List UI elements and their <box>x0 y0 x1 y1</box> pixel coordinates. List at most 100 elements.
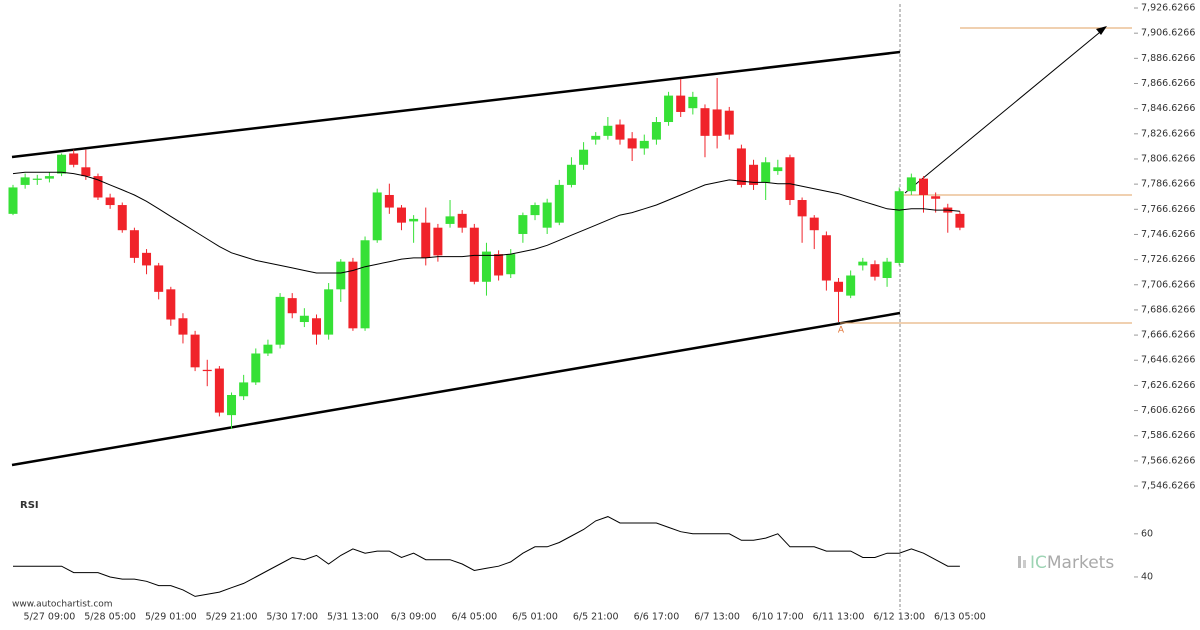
candle-body <box>287 298 297 314</box>
x-tick-label: 6/11 13:00 <box>813 612 865 623</box>
candle-body <box>566 164 576 185</box>
candle-body <box>651 122 661 140</box>
candle-body <box>785 157 795 201</box>
x-tick-label: 5/31 13:00 <box>327 612 379 623</box>
candle-body <box>736 148 746 185</box>
candle-body <box>688 96 698 109</box>
candle-body <box>700 108 710 136</box>
candle-body <box>797 200 807 217</box>
candle-body <box>457 213 467 228</box>
candle-body <box>384 194 394 208</box>
y-tick-label: 7,846.6266 <box>1141 103 1195 114</box>
y-tick-label: 7,746.6266 <box>1141 229 1195 240</box>
candle-body <box>20 177 30 185</box>
candle-body <box>809 217 819 231</box>
x-tick-label: 6/5 21:00 <box>573 612 619 623</box>
candle-body <box>591 135 601 140</box>
candle-body <box>8 187 18 214</box>
candle-body <box>299 315 309 323</box>
candle-body <box>93 176 103 198</box>
candle-body <box>263 344 273 354</box>
candle-body <box>906 177 916 192</box>
candle-body <box>506 254 516 275</box>
candle-body <box>639 140 649 149</box>
x-tick-label: 5/29 01:00 <box>145 612 197 623</box>
y-tick-label: 7,606.6266 <box>1141 405 1195 416</box>
candle-body <box>396 207 406 223</box>
candle-body <box>919 178 928 195</box>
x-tick-label: 6/4 05:00 <box>451 612 497 623</box>
candle-body <box>445 216 455 224</box>
x-tick-label: 6/3 09:00 <box>391 612 437 623</box>
candle-body <box>724 110 734 135</box>
candle-body <box>105 197 115 206</box>
y-tick-label: 7,646.6266 <box>1141 355 1195 366</box>
y-tick-label: 7,906.6266 <box>1141 28 1195 39</box>
candle-body <box>166 289 176 320</box>
candle-body <box>931 196 941 199</box>
arrow-head <box>1096 26 1107 35</box>
candle-body <box>870 264 880 277</box>
candle-body <box>761 162 771 183</box>
y-tick-label: 7,866.6266 <box>1141 78 1195 89</box>
y-tick-label: 7,626.6266 <box>1141 380 1195 391</box>
candle-body <box>676 95 686 112</box>
channel-lower <box>11 311 901 467</box>
x-tick-label: 5/30 17:00 <box>266 612 318 623</box>
candle-body <box>421 222 431 258</box>
y-tick-label: 7,766.6266 <box>1141 204 1195 215</box>
y-tick-label: 7,686.6266 <box>1141 304 1195 315</box>
annotation: A <box>838 326 845 336</box>
candle-body <box>154 265 164 292</box>
candle-body <box>202 369 212 372</box>
candle-body <box>348 261 358 329</box>
logo-icon <box>1023 560 1026 568</box>
forecast-arrow <box>904 27 1106 194</box>
y-tick-label: 7,586.6266 <box>1141 430 1195 441</box>
candle-body <box>773 167 783 172</box>
y-tick-label: 7,566.6266 <box>1141 455 1195 466</box>
rsi-line <box>13 516 960 597</box>
y-tick-label: 7,926.6266 <box>1141 3 1195 14</box>
x-tick-label: 5/29 21:00 <box>206 612 258 623</box>
candle-body <box>554 184 564 223</box>
candle-body <box>69 153 79 165</box>
candle-body <box>530 205 540 216</box>
candle-body <box>542 202 552 228</box>
candle-body <box>603 125 613 136</box>
y-tick-label: 7,826.6266 <box>1141 128 1195 139</box>
y-tick-label: 60 <box>1141 528 1153 539</box>
x-tick-label: 6/13 05:00 <box>934 612 986 623</box>
y-tick-label: 7,666.6266 <box>1141 330 1195 341</box>
candle-body <box>178 318 188 335</box>
channel-upper <box>11 50 901 159</box>
candle-body <box>57 154 67 174</box>
candle-body <box>312 318 321 335</box>
x-tick-label: 6/12 13:00 <box>873 612 925 623</box>
logo-text: Markets <box>1047 553 1114 573</box>
candle-body <box>749 164 759 185</box>
candle-body <box>469 227 479 282</box>
y-tick-label: 7,786.6266 <box>1141 179 1195 190</box>
candle-body <box>712 109 722 136</box>
y-tick-label: 7,806.6266 <box>1141 153 1195 164</box>
candle-body <box>360 240 370 329</box>
candle-body <box>32 178 42 180</box>
candle-body <box>955 213 965 228</box>
candle-body <box>433 227 443 256</box>
candle-body <box>372 192 382 241</box>
candle-body <box>251 353 261 383</box>
y-tick-label: 40 <box>1141 571 1153 582</box>
candle-body <box>579 149 589 165</box>
candle-body <box>518 215 528 234</box>
candle-body <box>129 230 139 258</box>
y-tick-label: 7,726.6266 <box>1141 254 1195 265</box>
candle-body <box>627 138 637 149</box>
candle-body <box>239 382 249 397</box>
candle-body <box>858 261 868 266</box>
candle-body <box>324 289 334 335</box>
candle-body <box>615 124 625 140</box>
candle-body <box>227 394 237 416</box>
x-tick-label: 5/28 05:00 <box>84 612 136 623</box>
